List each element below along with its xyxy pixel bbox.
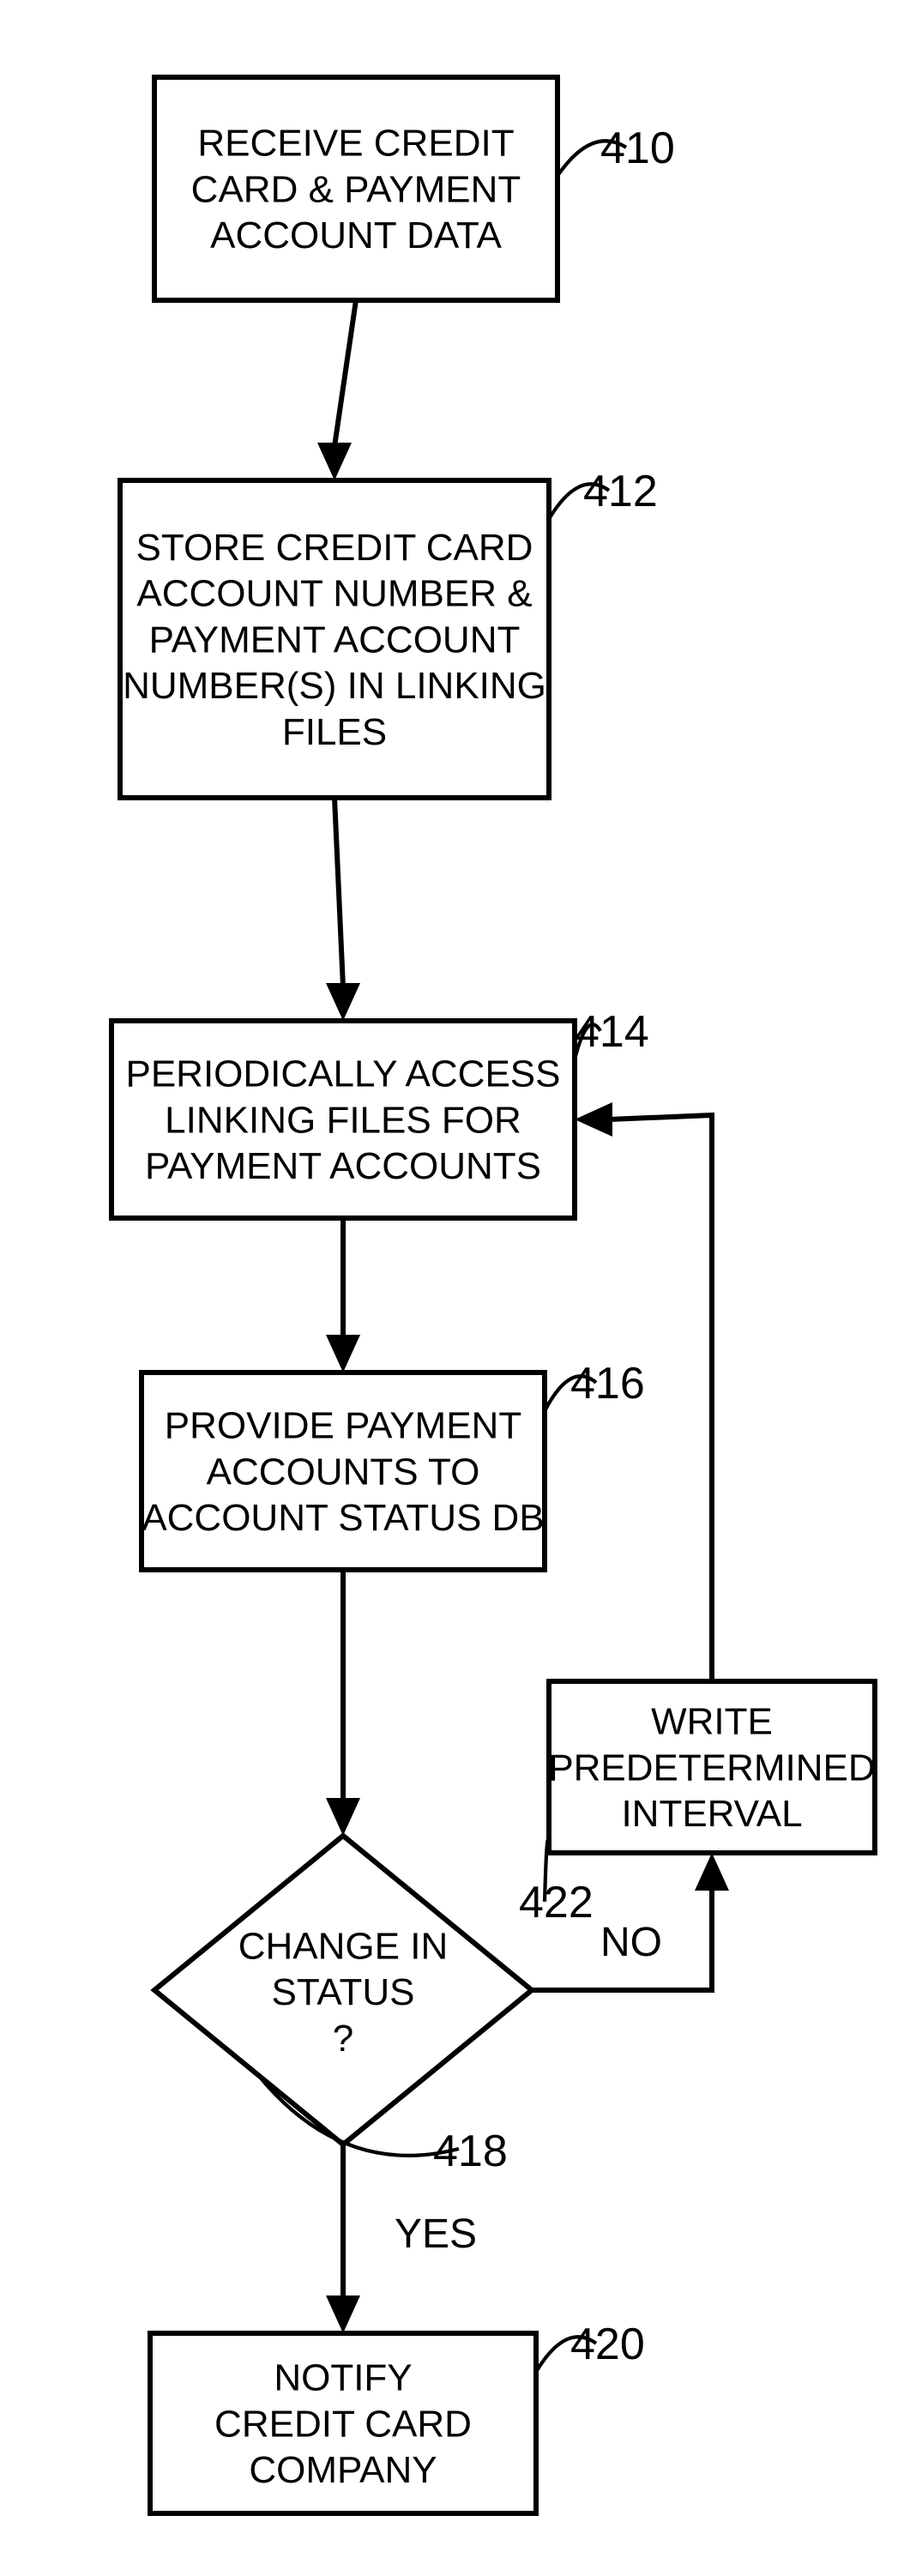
text-n410: RECEIVE CREDITCARD & PAYMENTACCOUNT DATA	[191, 123, 521, 256]
edge	[334, 798, 343, 986]
no-label: NO	[600, 1920, 662, 1965]
arrowhead	[326, 1798, 360, 1836]
arrowhead	[695, 1853, 729, 1891]
text-n414: PERIODICALLY ACCESSLINKING FILES FORPAYM…	[125, 1053, 560, 1187]
ref-n416: 416	[570, 1359, 645, 1409]
ref-n420: 420	[570, 2320, 645, 2369]
arrowhead	[326, 2295, 360, 2333]
ref-n410: 410	[600, 124, 675, 173]
arrowhead	[326, 983, 360, 1021]
arrowhead	[326, 1335, 360, 1372]
ref-n422: 422	[519, 1878, 594, 1927]
edge	[334, 300, 356, 446]
yes-label: YES	[395, 2211, 477, 2257]
arrowhead	[317, 443, 352, 480]
ref-n412: 412	[583, 467, 658, 516]
arrowhead	[575, 1102, 612, 1137]
